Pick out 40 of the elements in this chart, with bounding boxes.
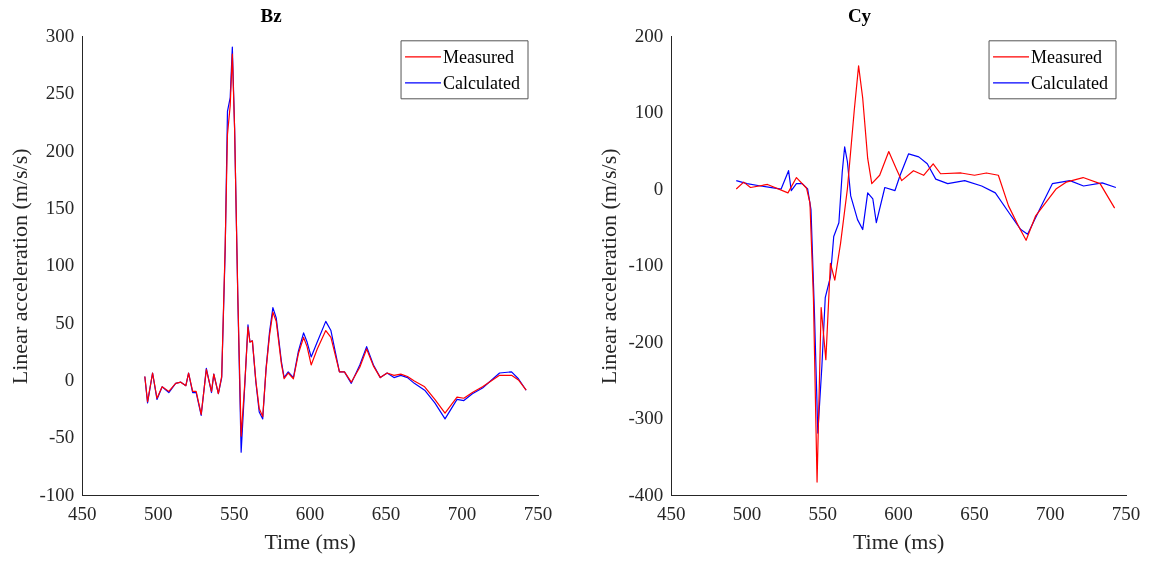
- y-tick-label: -100: [628, 254, 664, 276]
- x-tick-label: 550: [808, 503, 838, 525]
- y-tick-label: 150: [45, 196, 75, 218]
- x-tick-label: 700: [447, 503, 477, 525]
- x-tick-label: 500: [143, 503, 173, 525]
- x-tick-label: 750: [523, 503, 553, 525]
- y-tick-label: 100: [45, 254, 75, 276]
- x-tick-label: 600: [295, 503, 325, 525]
- chart-title: Bz: [260, 5, 283, 27]
- y-tick-label: -400: [628, 483, 664, 505]
- y-axis-title: Linear acceleration (m/s/s): [6, 148, 32, 385]
- y-axis-title: Linear acceleration (m/s/s): [595, 148, 621, 385]
- y-tick-label: -200: [628, 330, 664, 352]
- y-tick-label: 200: [634, 24, 664, 46]
- y-tick-label: 0: [64, 369, 75, 391]
- x-tick-label: 500: [732, 503, 762, 525]
- x-tick-label: 600: [884, 503, 913, 525]
- y-tick-label: 50: [55, 311, 75, 333]
- y-tick-label: 200: [45, 139, 75, 161]
- legend-label: Calculated: [443, 72, 520, 93]
- legend-label: Measured: [1031, 46, 1103, 67]
- legend-label: Measured: [443, 46, 515, 67]
- y-tick-label: -50: [48, 426, 75, 448]
- y-tick-label: 250: [45, 82, 75, 104]
- y-tick-label: 0: [653, 177, 664, 199]
- x-tick-label: 650: [960, 503, 989, 525]
- legend-label: Calculated: [1031, 72, 1108, 93]
- y-tick-label: -100: [39, 483, 75, 505]
- x-axis-title: Time (ms): [852, 528, 945, 554]
- y-tick-label: 100: [634, 101, 664, 123]
- y-tick-label: -300: [628, 407, 664, 429]
- x-tick-label: 700: [1035, 503, 1065, 525]
- chart-title: Cy: [847, 5, 872, 27]
- x-axis-title: Time (ms): [264, 528, 356, 554]
- x-tick-label: 750: [1111, 503, 1141, 525]
- x-tick-label: 650: [371, 503, 401, 525]
- y-tick-label: 300: [45, 24, 75, 46]
- x-tick-label: 550: [219, 503, 249, 525]
- x-tick-label: 450: [656, 503, 686, 525]
- x-tick-label: 450: [67, 503, 97, 525]
